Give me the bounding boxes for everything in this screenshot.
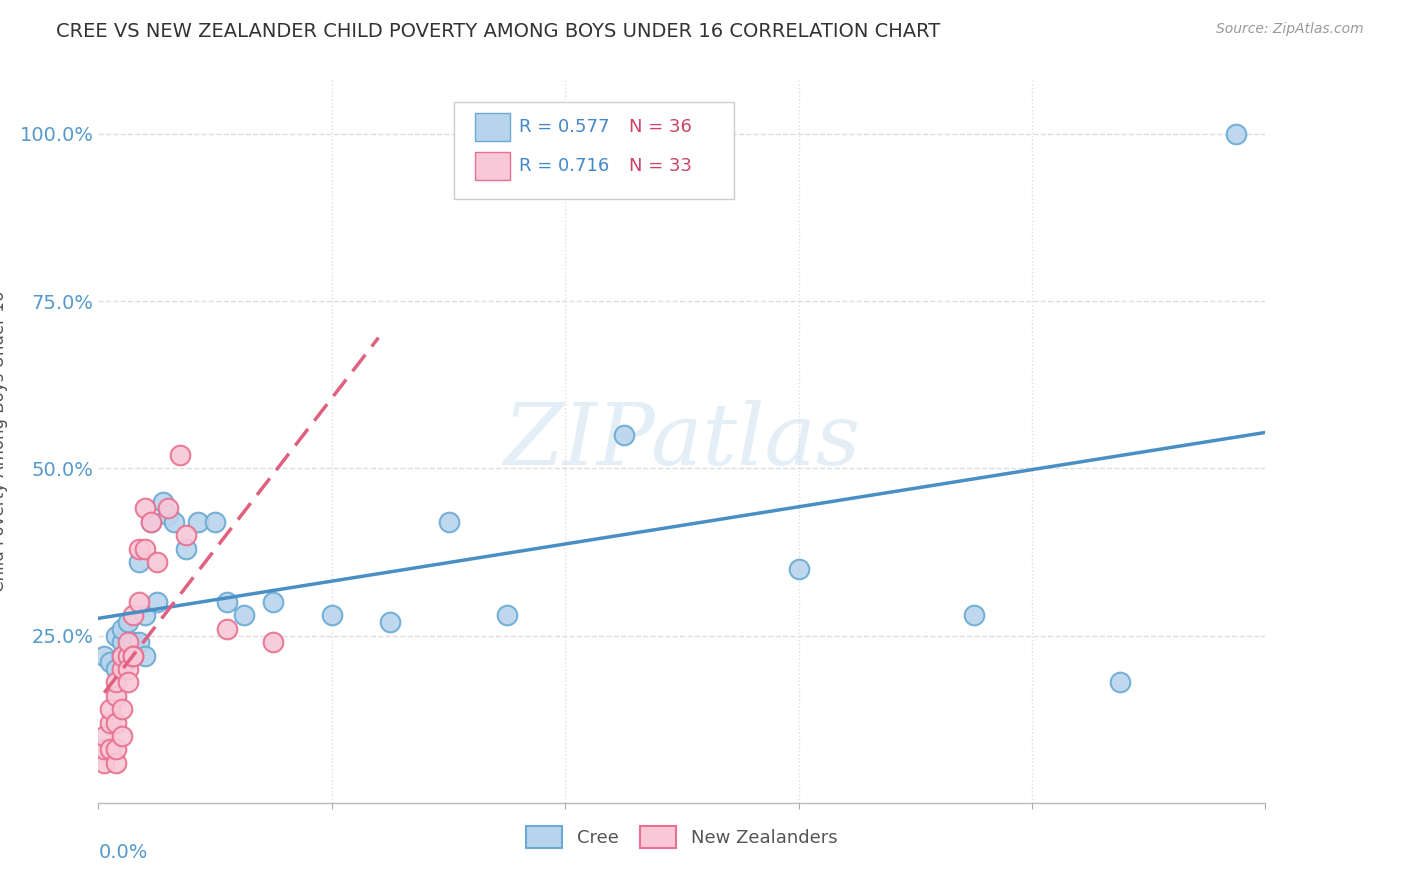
Point — [134, 501, 156, 516]
Point — [122, 608, 145, 623]
Point — [174, 541, 197, 556]
Point — [204, 515, 226, 529]
Point — [104, 756, 127, 770]
Text: ZIPatlas: ZIPatlas — [503, 401, 860, 483]
Point — [139, 515, 162, 529]
Point — [93, 742, 115, 756]
Point — [122, 648, 145, 663]
Point — [134, 608, 156, 623]
Point — [787, 562, 810, 576]
Point — [111, 702, 134, 716]
Point — [111, 635, 134, 649]
Point — [93, 648, 115, 663]
Point — [380, 615, 402, 630]
Point — [104, 662, 127, 676]
Point — [146, 595, 169, 609]
FancyBboxPatch shape — [475, 152, 510, 180]
Point — [262, 635, 284, 649]
Point — [117, 648, 139, 663]
Point — [262, 595, 284, 609]
Point — [437, 515, 460, 529]
Text: R = 0.716: R = 0.716 — [519, 157, 609, 175]
Point — [104, 675, 127, 690]
Point — [215, 622, 238, 636]
Point — [157, 508, 180, 523]
Point — [122, 648, 145, 663]
Point — [98, 655, 121, 669]
Point — [117, 675, 139, 690]
Text: Source: ZipAtlas.com: Source: ZipAtlas.com — [1216, 22, 1364, 37]
Point — [157, 501, 180, 516]
Point — [117, 642, 139, 657]
Point — [117, 615, 139, 630]
Point — [128, 595, 150, 609]
Point — [122, 648, 145, 663]
Point — [163, 515, 186, 529]
Point — [117, 635, 139, 649]
Text: N = 36: N = 36 — [630, 118, 692, 136]
Point — [111, 729, 134, 743]
FancyBboxPatch shape — [454, 102, 734, 200]
Point — [134, 541, 156, 556]
Point — [146, 555, 169, 569]
Point — [1108, 675, 1130, 690]
Y-axis label: Child Poverty Among Boys Under 16: Child Poverty Among Boys Under 16 — [0, 291, 8, 592]
Point — [187, 515, 209, 529]
Point — [128, 555, 150, 569]
Point — [111, 662, 134, 676]
Point — [104, 742, 127, 756]
Text: R = 0.577: R = 0.577 — [519, 118, 609, 136]
Point — [111, 648, 134, 663]
Point — [612, 427, 634, 442]
Point — [128, 541, 150, 556]
Point — [496, 608, 519, 623]
Point — [128, 635, 150, 649]
Point — [139, 515, 162, 529]
Point — [169, 448, 191, 462]
Point — [122, 635, 145, 649]
Point — [104, 715, 127, 730]
Point — [152, 494, 174, 508]
Point — [98, 715, 121, 730]
Point — [117, 662, 139, 676]
Point — [98, 742, 121, 756]
Point — [174, 528, 197, 542]
Point — [215, 595, 238, 609]
Point — [233, 608, 256, 623]
Point — [98, 702, 121, 716]
Point — [134, 648, 156, 663]
Text: CREE VS NEW ZEALANDER CHILD POVERTY AMONG BOYS UNDER 16 CORRELATION CHART: CREE VS NEW ZEALANDER CHILD POVERTY AMON… — [56, 22, 941, 41]
Point — [104, 628, 127, 642]
Text: N = 33: N = 33 — [630, 157, 692, 175]
FancyBboxPatch shape — [475, 112, 510, 141]
Point — [111, 622, 134, 636]
Point — [117, 648, 139, 663]
Point — [93, 729, 115, 743]
Legend: Cree, New Zealanders: Cree, New Zealanders — [519, 819, 845, 855]
Point — [104, 689, 127, 703]
Point — [93, 756, 115, 770]
Point — [111, 648, 134, 663]
Point — [321, 608, 343, 623]
Point — [1225, 127, 1247, 141]
Text: 0.0%: 0.0% — [98, 843, 148, 862]
Point — [962, 608, 984, 623]
